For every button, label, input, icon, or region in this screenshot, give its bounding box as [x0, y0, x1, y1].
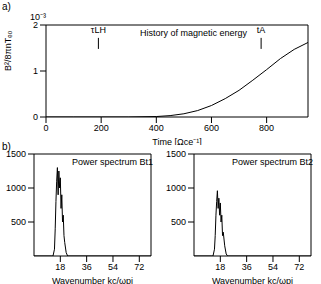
svg-text:0: 0 — [43, 123, 48, 133]
svg-text:18: 18 — [215, 262, 225, 272]
svg-text:36: 36 — [82, 262, 92, 272]
html-text:Power spectrum Bt1: Power spectrum Bt1 — [72, 157, 153, 167]
svg-text:72: 72 — [134, 262, 144, 272]
svg-text:18: 18 — [55, 262, 65, 272]
html-text:History of magnetic energy: History of magnetic energy — [140, 28, 247, 38]
html-text:b): b) — [2, 141, 11, 152]
svg-text:54: 54 — [268, 262, 278, 272]
svg-text:2: 2 — [33, 20, 38, 31]
svg-text:36: 36 — [242, 262, 252, 272]
svg-text:400: 400 — [149, 123, 164, 133]
svg-text:54: 54 — [108, 262, 118, 272]
svg-text:Wavenumber kc/ωpi: Wavenumber kc/ωpi — [212, 276, 293, 284]
svg-text:600: 600 — [204, 123, 219, 133]
svg-text:1500: 1500 — [166, 149, 186, 159]
svg-text:0: 0 — [33, 112, 38, 122]
svg-text:1000: 1000 — [166, 183, 186, 193]
svg-text:Wavenumber kc/ωpi: Wavenumber kc/ωpi — [52, 276, 133, 284]
svg-text:τLH: τLH — [91, 25, 106, 35]
html-text:a): a) — [2, 1, 11, 12]
svg-text:tA: tA — [257, 25, 266, 35]
svg-text:Time [Ωce⁻¹]: Time [Ωce⁻¹] — [152, 137, 201, 145]
svg-text:B²/8πnTₑ₀: B²/8πnTₑ₀ — [8, 30, 13, 71]
svg-text:500: 500 — [11, 217, 26, 227]
html-text:10⁻³: 10⁻³ — [30, 12, 46, 22]
html-text:Power spectrum Bt2: Power spectrum Bt2 — [232, 157, 313, 167]
svg-text:1000: 1000 — [8, 183, 26, 193]
svg-text:200: 200 — [94, 123, 109, 133]
svg-text:800: 800 — [259, 123, 274, 133]
svg-text:500: 500 — [171, 217, 186, 227]
svg-text:72: 72 — [294, 262, 304, 272]
svg-text:1: 1 — [33, 66, 38, 76]
